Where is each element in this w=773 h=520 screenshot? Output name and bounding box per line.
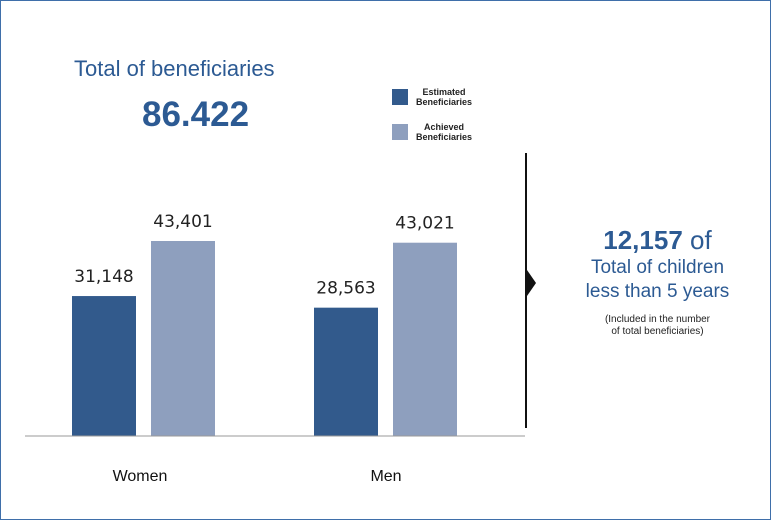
bar-men-estimated [314,307,378,436]
children-desc-line2: less than 5 years [585,281,730,302]
children-number-line: 12,157 of [545,224,770,256]
legend-label-achieved: Achieved Beneficiaries [416,122,473,142]
data-label-men-achieved: 43,021 [395,214,454,234]
children-desc-line1: Total of children [590,257,725,278]
data-label-women-estimated: 31,148 [74,267,133,287]
legend-label-estimated: Estimated Beneficiaries [416,87,473,107]
children-summary: 12,157 of Total of children less than 5 … [545,224,770,338]
bar-men-achieved [393,242,457,436]
divider-line [525,153,527,428]
children-note-line2: of total beneficiaries) [611,326,704,337]
legend-item-achieved: Achieved Beneficiaries [392,122,472,142]
category-label-men: Men [370,468,401,485]
children-note: (Included in the number of total benefic… [545,314,770,338]
bar-women-achieved [151,241,215,436]
legend-swatch-achieved [392,124,408,140]
children-of-label: of [690,225,712,255]
legend-item-estimated: Estimated Beneficiaries [392,87,472,107]
bar-women-estimated [72,296,136,436]
data-label-women-achieved: 43,401 [153,212,212,232]
data-label-men-estimated: 28,563 [316,279,375,299]
arrow-icon [527,270,536,296]
children-note-line1: (Included in the number [604,314,711,325]
bars-layer: 31,148 43,401 Women 28,563 43,021 Men [72,212,457,485]
bar-chart: 31,148 43,401 Women 28,563 43,021 Men [25,212,525,485]
children-count: 12,157 [603,225,683,255]
chart-title: Total of beneficiaries [74,56,275,81]
total-beneficiaries-value: 86.422 [142,95,250,134]
category-label-women: Women [113,468,168,485]
legend-swatch-estimated [392,89,408,105]
